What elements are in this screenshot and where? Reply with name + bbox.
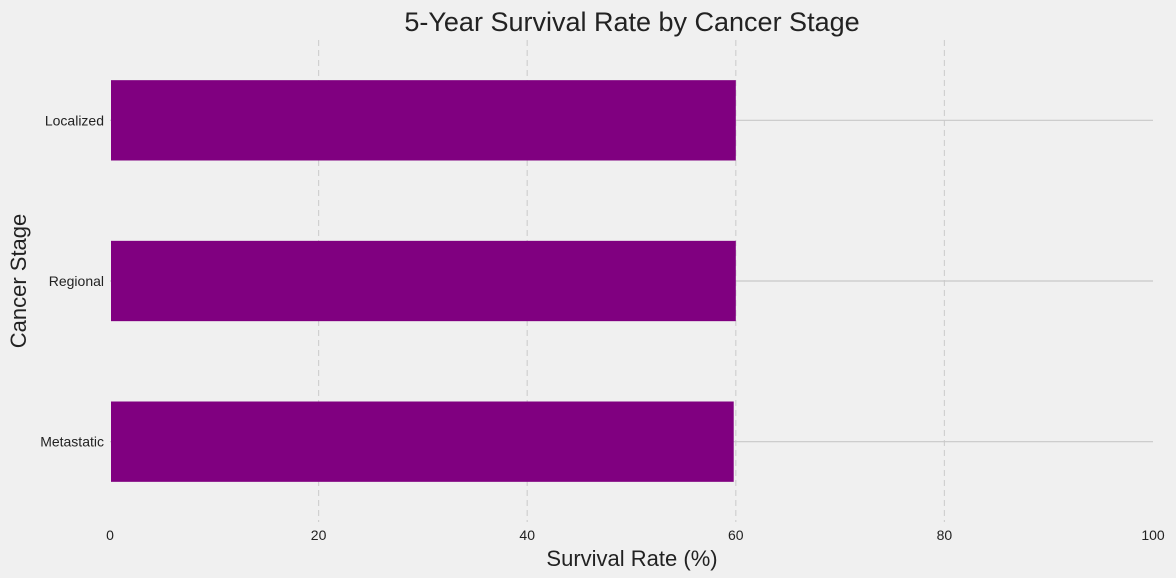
bar-regional — [111, 240, 736, 322]
y-tick-label-localized: Localized — [45, 112, 104, 128]
bar-localized — [111, 80, 736, 161]
y-tick-labels: Localized Regional Metastatic — [40, 112, 104, 449]
x-tick-label-0: 0 — [106, 527, 114, 543]
x-tick-label-3: 60 — [728, 527, 744, 543]
x-tick-label-4: 80 — [937, 527, 953, 543]
y-axis-label: Cancer Stage — [6, 214, 31, 349]
bars-layer — [111, 80, 736, 482]
x-tick-label-5: 100 — [1141, 527, 1165, 543]
x-tick-labels: 0 20 40 60 80 100 — [106, 527, 1165, 543]
x-tick-label-1: 20 — [311, 527, 327, 543]
x-axis-label: Survival Rate (%) — [546, 546, 717, 571]
bar-metastatic — [111, 401, 734, 482]
y-tick-label-metastatic: Metastatic — [40, 434, 104, 450]
x-tick-label-2: 40 — [519, 527, 535, 543]
chart-title: 5-Year Survival Rate by Cancer Stage — [404, 7, 859, 37]
y-tick-label-regional: Regional — [49, 273, 104, 289]
